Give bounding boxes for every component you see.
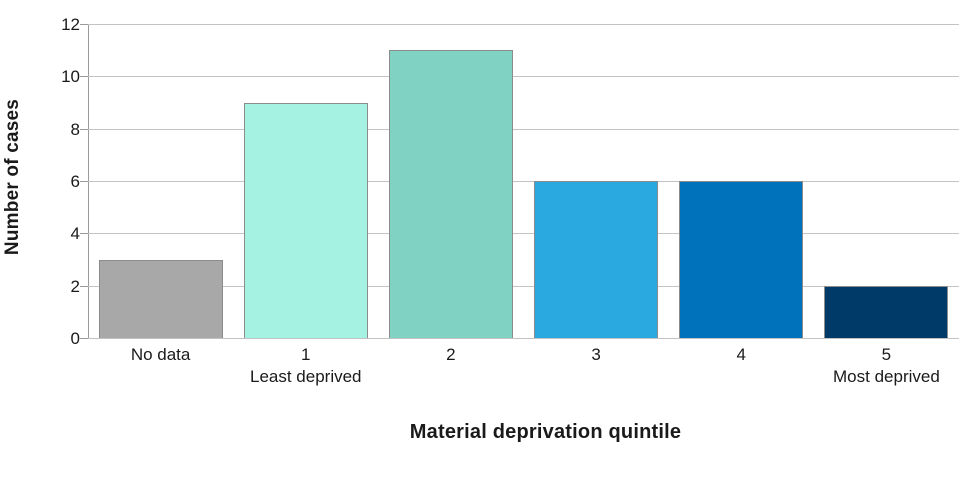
y-tick-label-0: 0 (70, 329, 80, 348)
x-tick-label-main: 4 (736, 345, 746, 364)
x-tick-label-1: 1 Least deprived (206, 344, 406, 388)
y-tick-mark-4 (80, 233, 88, 235)
x-tick-label-5: 5 Most deprived (786, 344, 980, 388)
x-tick-label-main: 1 (301, 345, 311, 364)
x-tick-label-4: 4 (641, 344, 841, 366)
x-tick-label-3: 3 (496, 344, 696, 366)
x-tick-label-main: 5 (881, 345, 892, 364)
bar-5 (824, 285, 949, 338)
gridline-y-0 (88, 338, 959, 339)
y-tick-mark-6 (80, 181, 88, 182)
y-axis-title: Number of cases (2, 98, 23, 256)
y-tick-label-6: 6 (70, 172, 80, 191)
gridline-y-2 (88, 285, 959, 287)
x-tick-sublabel: Least deprived (249, 366, 362, 386)
y-tick-mark-2 (80, 285, 88, 287)
x-tick-label-main: 3 (591, 345, 601, 364)
bar-2 (388, 50, 513, 338)
y-tick-mark-12 (80, 24, 88, 25)
y-tick-mark-0 (80, 338, 88, 339)
bar-3 (534, 181, 659, 338)
gridline-y-8 (88, 128, 959, 130)
y-tick-label-12: 12 (61, 15, 80, 34)
bar-4 (679, 181, 804, 338)
x-tick-sublabel: Most deprived (833, 366, 940, 386)
x-tick-label-no-data: No data (61, 344, 261, 366)
gridline-y-10 (88, 76, 959, 78)
bar-no-data (98, 259, 223, 338)
y-tick-label-8: 8 (70, 119, 80, 139)
y-tick-label-10: 10 (61, 67, 80, 87)
gridline-y-4 (88, 233, 959, 235)
y-tick-label-2: 2 (70, 276, 80, 296)
y-tick-mark-8 (80, 128, 88, 130)
x-axis-tick-labels: No data 1 Least deprived 2 3 4 5 Most deprived (88, 344, 959, 392)
y-tick-label-4: 4 (70, 224, 80, 244)
bar-1 (243, 102, 368, 338)
x-tick-label-2: 2 (351, 344, 551, 366)
x-tick-label-main: 2 (446, 345, 456, 364)
plot-area (88, 24, 959, 339)
gridline-y-12 (88, 24, 959, 25)
gridline-y-6 (88, 181, 959, 182)
x-axis-title: Material deprivation quintile (409, 421, 682, 443)
y-tick-mark-10 (80, 76, 88, 78)
x-tick-label-main: No data (130, 345, 191, 364)
